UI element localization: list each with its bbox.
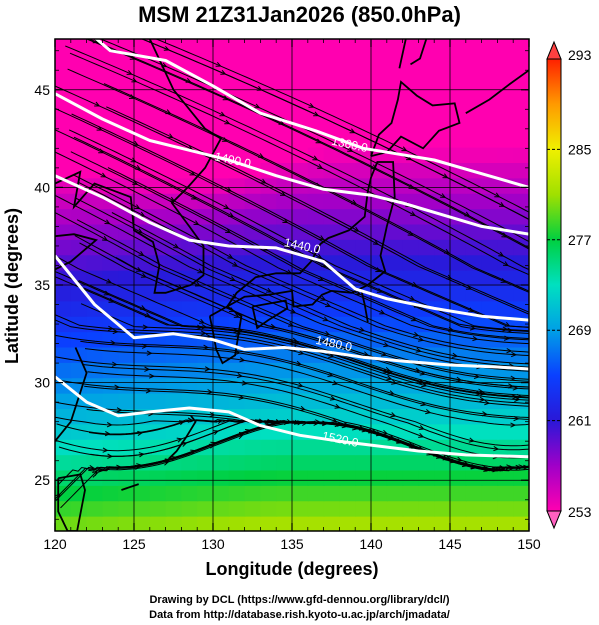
x-axis-title: Longitude (degrees) <box>205 559 378 579</box>
y-axis-title: Latitude (degrees) <box>2 208 22 364</box>
colorbar-tick-label: 269 <box>568 322 592 338</box>
colorbar-tick-label: 277 <box>568 232 592 248</box>
wind-streamlines <box>55 39 529 509</box>
y-axis-ticks: 25 30 35 40 45 <box>34 50 529 520</box>
y-tick-label: 30 <box>34 375 50 391</box>
colorbar-top-arrow <box>546 40 562 60</box>
x-tick-label: 135 <box>280 536 304 552</box>
x-tick-label: 125 <box>122 536 146 552</box>
x-tick-label: 150 <box>517 536 541 552</box>
y-tick-label: 25 <box>34 472 50 488</box>
colorbar-tick-label: 253 <box>568 504 592 520</box>
colorbar-tick-label: 261 <box>568 413 592 429</box>
credit-drawing: Drawing by DCL (https://www.gfd-dennou.o… <box>149 594 450 606</box>
y-tick-label: 40 <box>34 179 50 195</box>
colorbar: 253 261 269 277 285 293 <box>546 40 592 530</box>
x-axis-ticks: 120 125 130 135 140 145 150 <box>43 39 541 552</box>
credit-data-source: Data from http://database.rish.kyoto-u.a… <box>149 609 450 621</box>
lat-lon-grid <box>55 39 529 531</box>
x-tick-label: 130 <box>201 536 225 552</box>
x-tick-label: 140 <box>359 536 383 552</box>
colorbar-tick-label: 285 <box>568 141 592 157</box>
x-tick-label: 120 <box>43 536 67 552</box>
contour-2: 1440.0 <box>55 174 529 322</box>
colorbar-body <box>546 58 562 512</box>
chart-title: MSM 21Z31Jan2026 (850.0hPa) <box>138 2 461 27</box>
x-tick-label: 145 <box>438 536 462 552</box>
colorbar-tick-label: 293 <box>568 47 592 63</box>
colorbar-bottom-arrow <box>546 510 562 530</box>
y-tick-label: 35 <box>34 277 50 293</box>
y-tick-label: 45 <box>34 82 50 98</box>
